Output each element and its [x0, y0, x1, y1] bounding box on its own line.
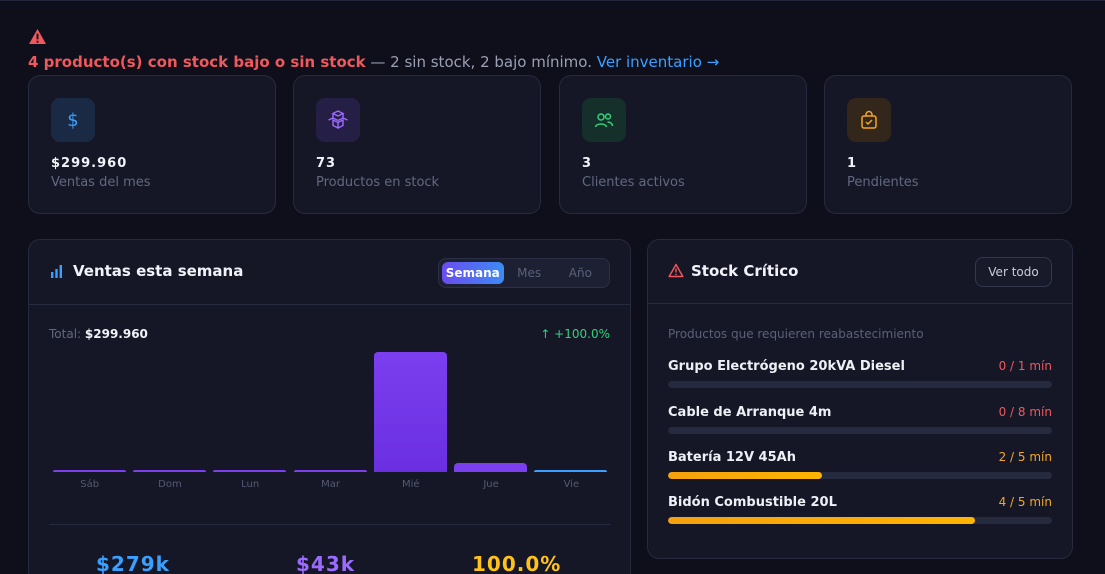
bar-3: [293, 352, 367, 472]
tab-ano[interactable]: Año: [568, 266, 592, 280]
warning-icon: [668, 263, 684, 278]
stat-card-sales: $ $299.960 Ventas del mes: [28, 75, 276, 214]
x-tick-label: Dom: [158, 479, 182, 490]
top-border: [0, 0, 1105, 1]
dollar-icon: $: [51, 98, 95, 142]
bar-fill: [213, 470, 287, 472]
stat-value: 73: [316, 156, 337, 171]
chart-x-labels: Sáb Dom Lun Mar Mié Jue Vie: [49, 479, 611, 493]
product-name: Batería 12V 45Ah: [668, 450, 796, 465]
stock-level-bar: [668, 517, 1052, 524]
product-qty: 2 / 5 mín: [998, 450, 1052, 464]
sales-panel: Ventas esta semana Semana Mes Año Total:…: [28, 239, 631, 574]
x-tick-label: Sáb: [80, 479, 100, 490]
bar-chart-icon: [51, 265, 62, 278]
x-tick-label: Mar: [321, 479, 340, 490]
bar-fill: [52, 470, 126, 472]
stat-label: Clientes activos: [582, 175, 685, 190]
stock-subtitle: Productos que requieren reabastecimiento: [668, 327, 924, 341]
bar-2: [213, 352, 287, 472]
bar-fill: [534, 470, 608, 472]
x-tick-label: Mié: [402, 479, 420, 490]
product-name: Grupo Electrógeno 20kVA Diesel: [668, 359, 905, 374]
stock-level-fill: [668, 472, 822, 479]
alert-detail-text: — 2 sin stock, 2 bajo mínimo.: [365, 53, 597, 71]
stock-title: Stock Crítico: [691, 262, 799, 280]
bar-fill: [373, 352, 447, 472]
bar-0: [52, 352, 126, 472]
stat-value: 3: [582, 156, 593, 171]
bar-4: [373, 352, 447, 472]
sales-title: Ventas esta semana: [73, 262, 244, 280]
total-value: $299.960: [84, 327, 148, 341]
bar-5: [454, 352, 528, 472]
stat-value: 1: [847, 156, 858, 171]
bar-fill: [293, 470, 367, 472]
stat-label: Productos en stock: [316, 175, 440, 190]
x-tick-label: Jue: [483, 479, 499, 490]
summary-value-3: 100.0%: [472, 552, 562, 574]
stock-level-bar: [668, 381, 1052, 388]
stat-card-clients: 3 Clientes activos: [559, 75, 807, 214]
stat-label: Ventas del mes: [51, 175, 151, 190]
svg-text:$: $: [67, 110, 78, 130]
product-qty: 4 / 5 mín: [998, 495, 1052, 509]
summary-divider: [49, 524, 611, 525]
stat-value: $299.960: [51, 156, 128, 171]
view-all-button[interactable]: Ver todo: [975, 257, 1052, 287]
summary-value-1: $279k: [96, 552, 170, 574]
bar-fill: [132, 470, 206, 472]
bar-1: [132, 352, 206, 472]
bar-6: [534, 352, 608, 472]
users-icon: [582, 98, 626, 142]
product-qty: 0 / 1 mín: [998, 359, 1052, 373]
stock-level-fill: [668, 517, 976, 524]
x-tick-label: Vie: [563, 479, 580, 490]
product-name: Bidón Combustible 20L: [668, 495, 837, 510]
stat-card-products: 73 Productos en stock: [293, 75, 541, 214]
stat-label: Pendientes: [847, 175, 919, 190]
product-qty: 0 / 8 mín: [998, 405, 1052, 419]
panel-divider: [648, 303, 1072, 304]
summary-value-2: $43k: [296, 552, 356, 574]
panel-divider: [29, 304, 630, 305]
stock-level-bar: [668, 427, 1052, 434]
sales-bar-chart: [49, 352, 611, 472]
alert-strong-text: 4 producto(s) con stock bajo o sin stock: [28, 53, 366, 71]
cubes-icon: [316, 98, 360, 142]
total-label: Total:: [49, 327, 85, 341]
period-selector: Semana Mes Año: [438, 258, 610, 288]
stock-level-bar: [668, 472, 1052, 479]
x-tick-label: Lun: [241, 479, 260, 490]
view-inventory-link[interactable]: Ver inventario →: [596, 53, 720, 71]
bar-fill: [454, 463, 528, 472]
tab-semana[interactable]: Semana: [442, 262, 504, 284]
warning-icon: [29, 28, 46, 45]
stock-panel: Stock Crítico Ver todo Productos que req…: [647, 239, 1073, 559]
tab-mes[interactable]: Mes: [517, 266, 542, 280]
stock-alert: 4 producto(s) con stock bajo o sin stock…: [28, 53, 719, 71]
sales-change: ↑ +100.0%: [540, 327, 610, 341]
sales-total: Total: $299.960: [49, 327, 148, 341]
shopping-bag-icon: [847, 98, 891, 142]
product-name: Cable de Arranque 4m: [668, 405, 832, 420]
stat-card-pending: 1 Pendientes: [824, 75, 1072, 214]
